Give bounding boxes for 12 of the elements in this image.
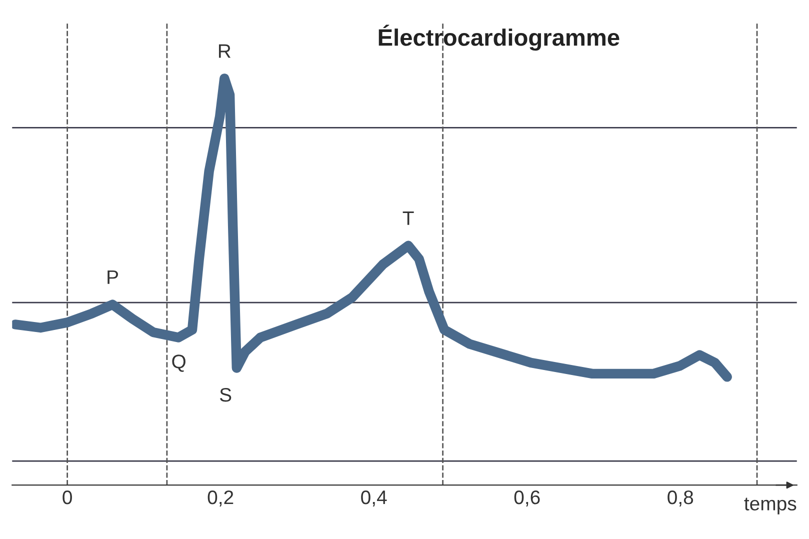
x-tick-label: 0,4 <box>361 490 387 507</box>
annotation: Q <box>172 354 186 372</box>
x-tick-label: 0,8 <box>668 490 694 507</box>
x-tick-label: 0,6 <box>514 490 540 507</box>
chart-title: Électrocardiogramme <box>378 24 620 51</box>
x-axis-title: temps <box>744 498 796 514</box>
annotation: S <box>220 388 232 402</box>
annotation: T <box>402 212 414 225</box>
x-tick-label: 0,2 <box>208 490 234 507</box>
annotation: P <box>108 270 118 284</box>
annotation: R <box>218 44 231 58</box>
x-tick-label: 0 <box>62 490 72 504</box>
